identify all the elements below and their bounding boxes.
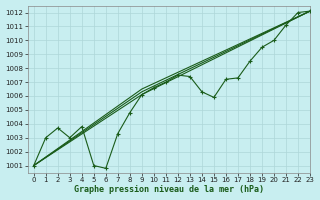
X-axis label: Graphe pression niveau de la mer (hPa): Graphe pression niveau de la mer (hPa) <box>74 185 264 194</box>
